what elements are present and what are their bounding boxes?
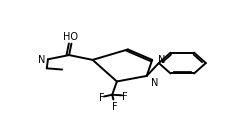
Text: F: F xyxy=(122,91,127,101)
Text: F: F xyxy=(98,92,104,102)
Text: N: N xyxy=(157,54,165,64)
Text: N: N xyxy=(151,77,158,87)
Text: HO: HO xyxy=(63,32,77,42)
Text: N: N xyxy=(38,55,45,64)
Text: F: F xyxy=(111,101,117,111)
